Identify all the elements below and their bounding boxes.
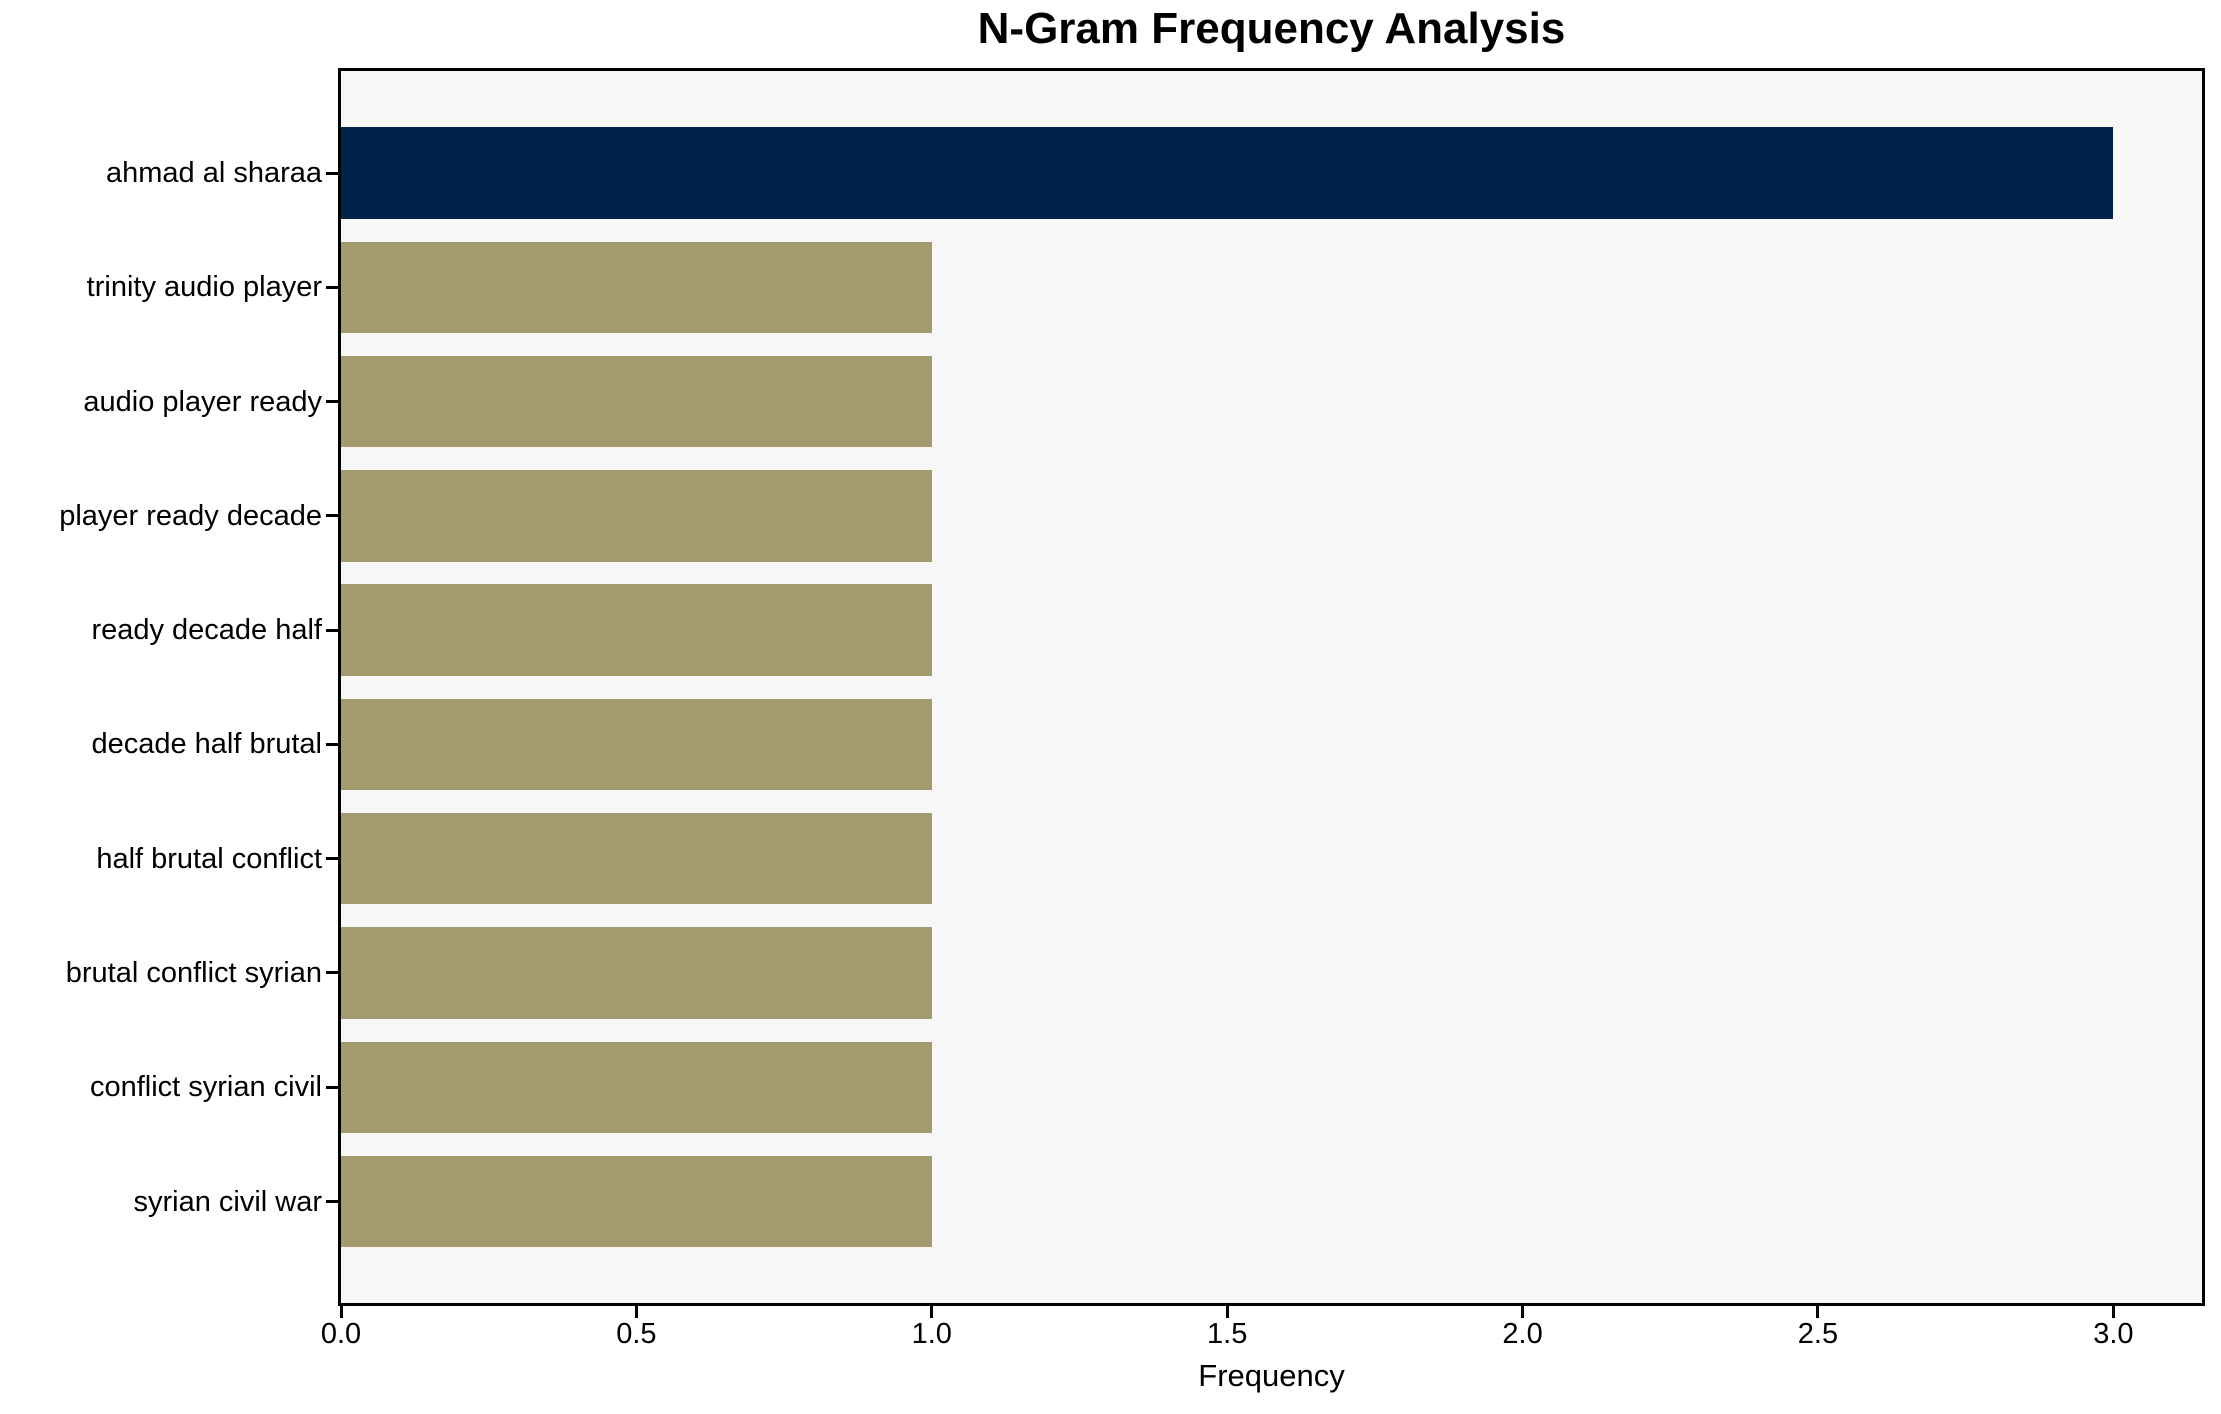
x-tick-mark: [1225, 1306, 1229, 1318]
y-tick-mark: [326, 1200, 338, 1204]
x-tick-mark: [634, 1306, 638, 1318]
x-tick-label: 0.0: [320, 1318, 362, 1350]
y-tick-label: ready decade half: [91, 614, 322, 647]
y-tick-label: half brutal conflict: [96, 842, 322, 875]
x-tick-label: 1.0: [911, 1318, 952, 1350]
y-tick-label: trinity audio player: [86, 271, 322, 304]
bar-audio-player-ready: [341, 355, 932, 448]
bar-player-ready-decade: [341, 470, 932, 562]
y-tick-mark: [326, 1085, 338, 1089]
x-tick-mark: [930, 1306, 934, 1318]
y-tick-label: conflict syrian civil: [89, 1071, 322, 1104]
y-tick-label: audio player ready: [83, 385, 322, 418]
y-tick-mark: [326, 285, 338, 289]
bar-ready-decade-half: [341, 584, 932, 676]
x-tick-label: 3.0: [2093, 1318, 2134, 1350]
bar-conflict-syrian-civil: [341, 1041, 932, 1133]
bar-brutal-conflict-syrian: [341, 927, 932, 1019]
plot-area: [338, 68, 2205, 1306]
x-tick-mark: [339, 1306, 343, 1318]
x-tick-label: 2.0: [1502, 1318, 1543, 1350]
x-axis-label: Frequency: [1198, 1358, 1345, 1393]
chart-title: N-Gram Frequency Analysis: [977, 4, 1566, 53]
x-tick-mark: [1816, 1306, 1820, 1318]
x-tick-label: 2.5: [1797, 1318, 1839, 1350]
x-tick-label: 0.5: [616, 1318, 657, 1350]
y-tick-label: decade half brutal: [91, 728, 322, 761]
x-tick-label: 1.5: [1207, 1318, 1248, 1350]
y-tick-mark: [326, 857, 338, 861]
y-tick-label: player ready decade: [59, 499, 322, 532]
bar-ahmad-al-sharaa: [341, 127, 2114, 219]
x-tick-mark: [2111, 1306, 2115, 1318]
y-tick-mark: [326, 742, 338, 746]
x-tick-mark: [1521, 1306, 1525, 1318]
y-tick-label: syrian civil war: [133, 1185, 322, 1218]
bar-syrian-civil-war: [341, 1155, 932, 1248]
y-tick-label: brutal conflict syrian: [65, 956, 322, 989]
bar-trinity-audio-player: [341, 241, 932, 333]
bar-decade-half-brutal: [341, 698, 932, 791]
bar-half-brutal-conflict: [341, 812, 932, 905]
y-tick-mark: [326, 171, 338, 175]
y-tick-mark: [326, 400, 338, 404]
y-tick-label: ahmad al sharaa: [105, 157, 322, 189]
y-tick-mark: [326, 971, 338, 975]
y-tick-mark: [326, 628, 338, 632]
y-tick-mark: [326, 514, 338, 518]
